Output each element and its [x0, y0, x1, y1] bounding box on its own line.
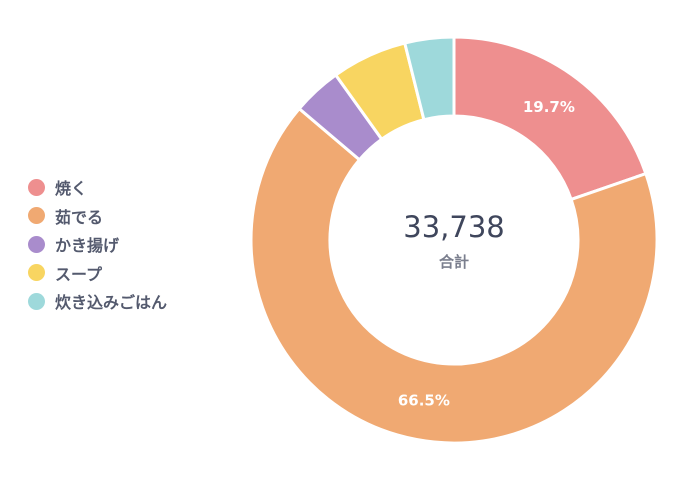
slice-label-yuderu: 66.5% [398, 392, 450, 410]
legend-label-yaku: 焼く [55, 179, 88, 199]
center-total-label: 合計 [438, 253, 469, 271]
legend-item-yaku[interactable]: 焼く [28, 173, 167, 202]
legend-label-takikomi: 炊き込みごはん [55, 293, 168, 313]
legend-item-yuderu[interactable]: 茹でる [28, 202, 167, 231]
legend-swatch-takikomi [28, 292, 45, 310]
slice-yuderu[interactable] [249, 107, 659, 445]
legend-label-yuderu: 茹でる [55, 207, 104, 227]
legend-swatch-soup [28, 264, 45, 282]
legend-item-kakiage[interactable]: かき揚げ [28, 230, 167, 259]
slice-label-yaku: 19.7% [523, 98, 575, 116]
legend-label-kakiage: かき揚げ [55, 236, 120, 256]
legend: 焼く 茹でる かき揚げ スープ 炊き込みごはん [28, 173, 167, 316]
slices-group [249, 35, 659, 445]
legend-item-takikomi[interactable]: 炊き込みごはん [28, 287, 167, 316]
legend-label-soup: スープ [55, 264, 103, 284]
legend-swatch-yaku [28, 178, 45, 196]
legend-item-soup[interactable]: スープ [28, 259, 167, 288]
slice-labels-group: 19.7% 66.5% [398, 98, 575, 410]
slice-takikomi[interactable] [403, 35, 456, 122]
legend-swatch-yuderu [28, 207, 45, 225]
center-total-value: 33,738 [403, 210, 505, 244]
slice-yaku[interactable] [452, 35, 648, 201]
legend-swatch-kakiage [28, 235, 45, 253]
